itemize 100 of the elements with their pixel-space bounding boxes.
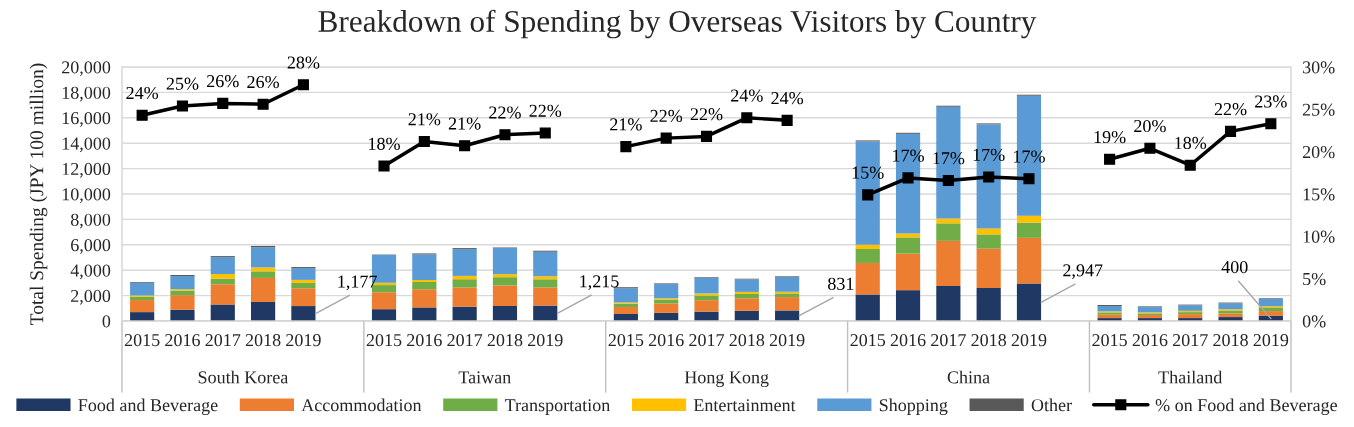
bar (855, 244, 880, 249)
y-tick-label: 12,000 (62, 162, 111, 178)
y-tick-label: 16,000 (62, 112, 111, 127)
bar (533, 305, 558, 321)
data-label: 21% (448, 117, 481, 130)
y2-tick-label: 0% (1302, 315, 1326, 328)
point (378, 160, 390, 172)
bar (250, 247, 276, 268)
y2-tick-label: 10% (1303, 230, 1335, 243)
x-tick-label: 2018 (971, 334, 1007, 347)
bar (1016, 222, 1042, 238)
bar (250, 271, 276, 278)
bar (936, 223, 961, 241)
point (257, 98, 269, 110)
bar (775, 293, 800, 298)
x-tick-label: 2019 (286, 334, 321, 347)
data-label: 26% (207, 75, 239, 88)
x-tick-label: 2016 (890, 334, 926, 347)
x-tick-label: 2018 (245, 334, 281, 347)
bar (210, 284, 235, 305)
bar (533, 287, 558, 306)
x-tick-label: 2017 (205, 334, 241, 347)
bar (371, 309, 397, 321)
x-tick-label: 2015 (1092, 334, 1127, 347)
y-tick-label: 14,000 (62, 137, 111, 153)
point (942, 174, 954, 187)
y2-tick-label: 15% (1303, 188, 1335, 201)
bar (492, 274, 518, 278)
x-tick-label: 2017 (931, 334, 966, 347)
bar (492, 285, 518, 307)
x-tick-label: 2017 (1172, 334, 1208, 347)
point (1023, 173, 1035, 185)
point (217, 97, 229, 109)
point (983, 171, 995, 183)
data-label: 831 (828, 277, 854, 290)
y-tick-label: 6,000 (71, 239, 111, 254)
y-tick-label: 20,000 (62, 61, 111, 77)
x-tick-label: 2016 (165, 334, 200, 347)
legend-label: Food and Beverage (78, 398, 218, 416)
legend-label: Accommodation (301, 398, 422, 412)
data-label: 22% (690, 108, 723, 121)
bar (412, 279, 437, 283)
bar (412, 282, 437, 290)
data-label: 26% (247, 75, 280, 89)
data-label: 28% (287, 56, 320, 69)
bar (1016, 237, 1042, 284)
bar (210, 257, 235, 275)
point (136, 109, 148, 121)
y2-tick-label: 30% (1302, 61, 1335, 74)
data-label: 21% (610, 118, 642, 131)
bar (734, 279, 759, 292)
bar (412, 254, 437, 280)
bar (170, 276, 195, 290)
y-tick-label: 2,000 (71, 289, 111, 305)
y-tick-label: 4,000 (70, 264, 111, 280)
data-label: 22% (1214, 102, 1247, 116)
bar (210, 274, 235, 279)
bar (613, 307, 638, 315)
data-label: 25% (166, 77, 199, 90)
bar (130, 282, 155, 296)
bar (492, 306, 518, 321)
point (620, 141, 632, 153)
bar (250, 267, 276, 272)
bar (694, 300, 719, 312)
bar (976, 234, 1001, 249)
x-tick-label: 2019 (1253, 334, 1289, 347)
bar (412, 289, 437, 308)
point (1265, 118, 1277, 130)
bar (291, 282, 316, 289)
bar (492, 277, 518, 286)
bar (1258, 298, 1283, 307)
bar (613, 288, 638, 303)
point (700, 130, 713, 142)
point (902, 172, 914, 184)
bar (170, 295, 195, 310)
bar (895, 237, 921, 254)
data-label: 21% (408, 113, 441, 126)
data-label: 1,177 (338, 275, 377, 291)
y2-tick-label: 25% (1302, 103, 1335, 116)
bar (533, 279, 558, 288)
bar (855, 248, 880, 263)
y-tick-label: 18,000 (62, 86, 111, 102)
x-tick-label: 2016 (648, 334, 684, 347)
bar (936, 240, 961, 286)
point (499, 129, 511, 141)
y-axis-title: Total Spending (JPY 100 million) (29, 63, 48, 325)
bar (291, 268, 316, 280)
data-label: 18% (369, 137, 400, 150)
data-label: 2,947 (1063, 264, 1103, 279)
bar (936, 285, 961, 321)
text: Hong Kong (684, 371, 769, 388)
legend-label: % on Food and Beverage (1155, 398, 1337, 416)
bar (654, 284, 679, 299)
bar (734, 298, 759, 311)
y-tick-label: 8,000 (70, 213, 111, 229)
bar (291, 288, 316, 307)
data-label: 22% (529, 104, 562, 117)
x-tick-label: 2019 (769, 334, 805, 347)
bar (613, 303, 638, 308)
text: Taiwan (458, 371, 511, 384)
